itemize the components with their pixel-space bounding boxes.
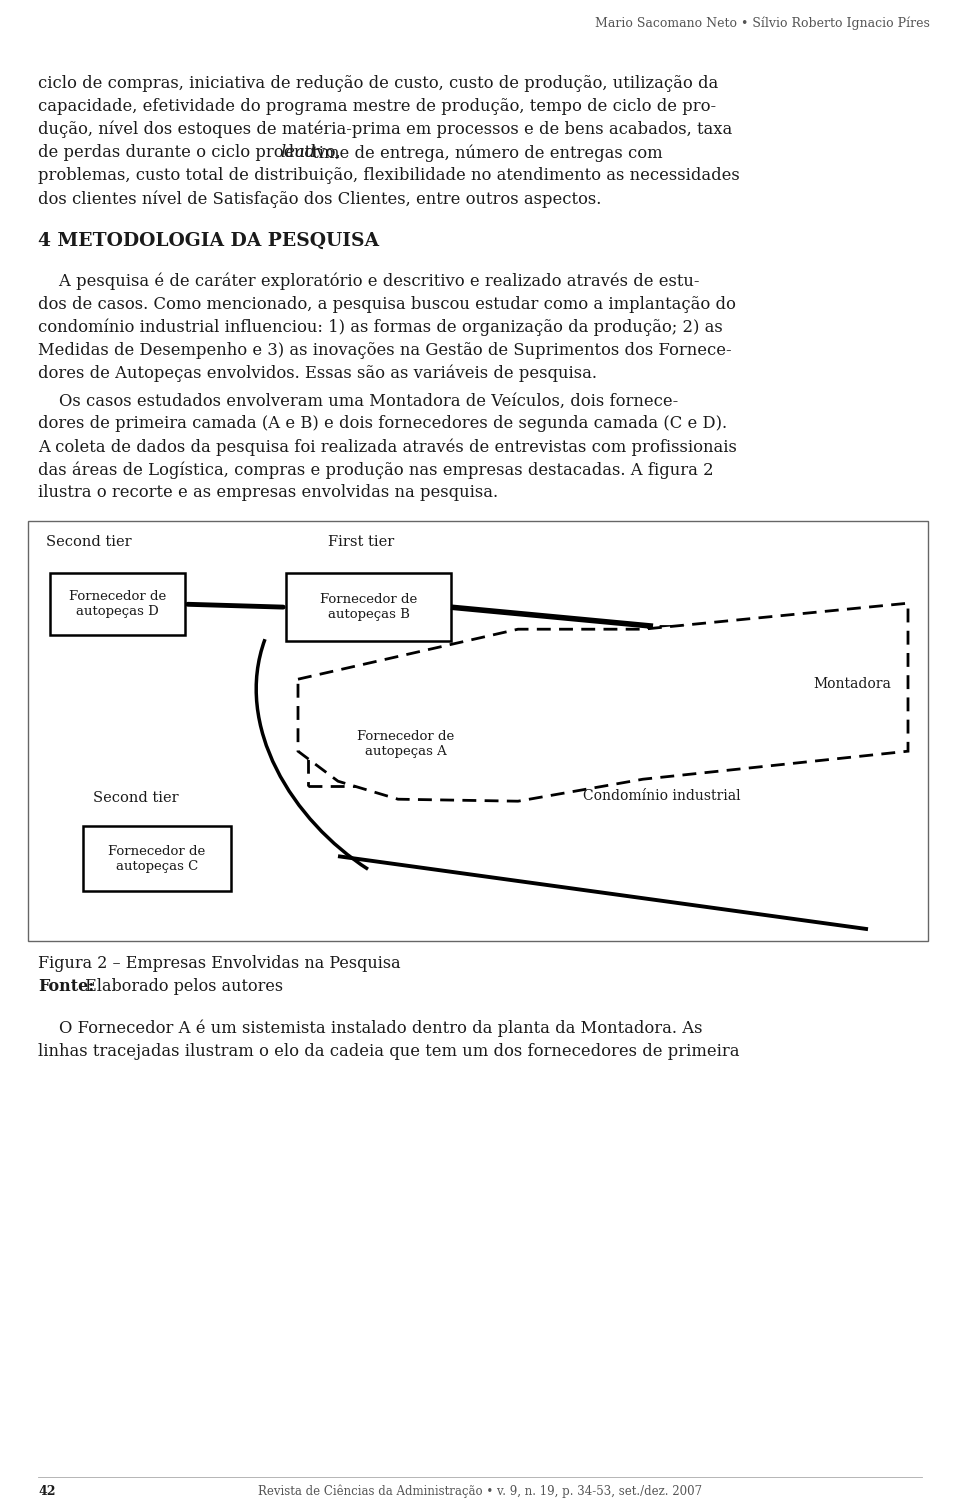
Text: First tier: First tier	[328, 536, 395, 549]
Text: ilustra o recorte e as empresas envolvidas na pesquisa.: ilustra o recorte e as empresas envolvid…	[38, 485, 498, 501]
Text: O Fornecedor A é um sistemista instalado dentro da planta da Montadora. As: O Fornecedor A é um sistemista instalado…	[38, 1019, 703, 1037]
Text: Elaborado pelos autores: Elaborado pelos autores	[80, 978, 283, 995]
Text: Second tier: Second tier	[93, 792, 179, 805]
Text: 42: 42	[38, 1485, 56, 1497]
Text: A coleta de dados da pesquisa foi realizada através de entrevistas com profissio: A coleta de dados da pesquisa foi realiz…	[38, 438, 737, 456]
Text: Revista de Ciências da Administração • v. 9, n. 19, p. 34-53, set./dez. 2007: Revista de Ciências da Administração • v…	[258, 1485, 702, 1499]
Bar	[83, 826, 231, 891]
Bar	[648, 626, 903, 740]
Text: Fornecedor de
autopeças A: Fornecedor de autopeças A	[357, 730, 454, 757]
Text: Fornecedor de
autopeças B: Fornecedor de autopeças B	[320, 593, 418, 622]
PathPatch shape	[298, 604, 908, 801]
Text: dos de casos. Como mencionado, a pesquisa buscou estudar como a implantação do: dos de casos. Como mencionado, a pesquis…	[38, 296, 736, 313]
Text: dução, nível dos estoques de matéria-prima em processos e de bens acabados, taxa: dução, nível dos estoques de matéria-pri…	[38, 120, 732, 138]
Text: linhas tracejadas ilustram o elo da cadeia que tem um dos fornecedores de primei: linhas tracejadas ilustram o elo da cade…	[38, 1043, 739, 1060]
Text: Figura 2 – Empresas Envolvidas na Pesquisa: Figura 2 – Empresas Envolvidas na Pesqui…	[38, 956, 400, 972]
Text: Fornecedor de
autopeças D: Fornecedor de autopeças D	[69, 590, 166, 619]
Text: Medidas de Desempenho e 3) as inovações na Gestão de Suprimentos dos Fornece-: Medidas de Desempenho e 3) as inovações …	[38, 342, 732, 358]
Text: dores de Autopeças envolvidos. Essas são as variáveis de pesquisa.: dores de Autopeças envolvidos. Essas são…	[38, 364, 597, 382]
Text: capacidade, efetividade do programa mestre de produção, tempo de ciclo de pro-: capacidade, efetividade do programa mest…	[38, 98, 716, 114]
Text: Fonte:: Fonte:	[38, 978, 94, 995]
Text: de perdas durante o ciclo produtivo,: de perdas durante o ciclo produtivo,	[38, 144, 346, 161]
Text: 4 METODOLOGIA DA PESQUISA: 4 METODOLOGIA DA PESQUISA	[38, 232, 379, 250]
Text: Montadora: Montadora	[813, 677, 891, 691]
Text: dores de primeira camada (A e B) e dois fornecedores de segunda camada (C e D).: dores de primeira camada (A e B) e dois …	[38, 415, 727, 432]
Bar	[286, 573, 451, 641]
Bar	[308, 701, 503, 786]
Text: Second tier: Second tier	[46, 536, 132, 549]
Text: Mario Sacomano Neto • Sílvio Roberto Ignacio Píres: Mario Sacomano Neto • Sílvio Roberto Ign…	[595, 17, 930, 30]
Text: Condomínio industrial: Condomínio industrial	[583, 789, 740, 804]
Bar	[28, 521, 928, 941]
Text: das áreas de Logística, compras e produção nas empresas destacadas. A figura 2: das áreas de Logística, compras e produç…	[38, 462, 713, 479]
Text: condomínio industrial influenciou: 1) as formas de organização da produção; 2) a: condomínio industrial influenciou: 1) as…	[38, 319, 723, 336]
Bar	[50, 573, 185, 635]
Text: problemas, custo total de distribuição, flexibilidade no atendimento as necessid: problemas, custo total de distribuição, …	[38, 167, 740, 184]
Text: Os casos estudados envolveram uma Montadora de Veículos, dois fornece-: Os casos estudados envolveram uma Montad…	[38, 393, 679, 409]
Text: lead: lead	[280, 144, 316, 161]
Text: Fornecedor de
autopeças C: Fornecedor de autopeças C	[108, 844, 205, 873]
Text: A pesquisa é de caráter exploratório e descritivo e realizado através de estu-: A pesquisa é de caráter exploratório e d…	[38, 272, 700, 290]
Text: dos clientes nível de Satisfação dos Clientes, entre outros aspectos.: dos clientes nível de Satisfação dos Cli…	[38, 190, 601, 208]
Text: ciclo de compras, iniciativa de redução de custo, custo de produção, utilização : ciclo de compras, iniciativa de redução …	[38, 75, 718, 92]
Text: time de entrega, número de entregas com: time de entrega, número de entregas com	[306, 144, 662, 161]
